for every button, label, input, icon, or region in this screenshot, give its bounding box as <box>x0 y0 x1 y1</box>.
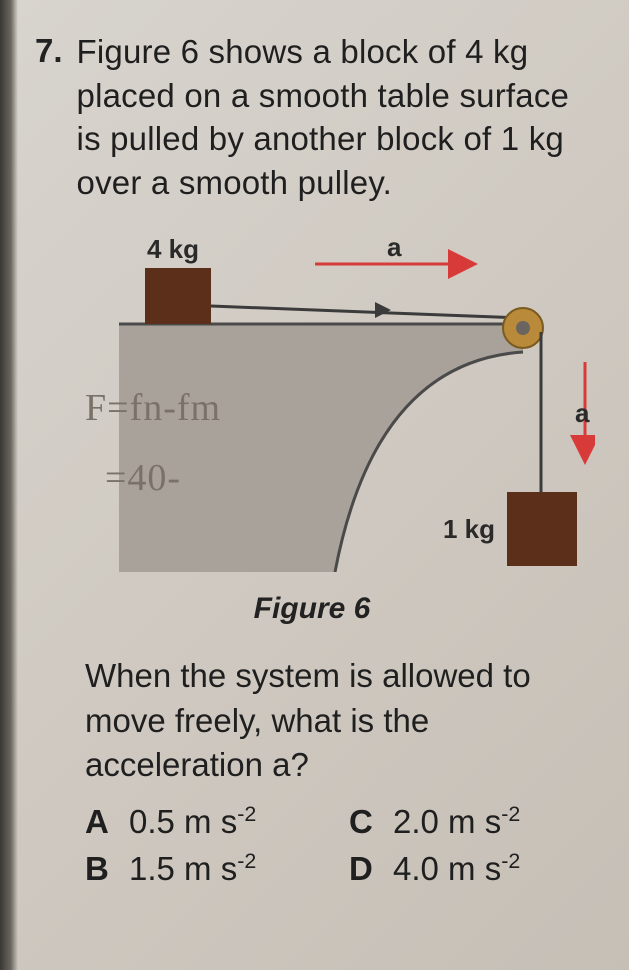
block-hanging <box>507 492 577 566</box>
arrow-top-label: a <box>387 232 402 262</box>
block-top-label: 4 kg <box>147 234 199 264</box>
figure-caption: Figure 6 <box>35 592 589 626</box>
question-number: 7. <box>35 30 63 204</box>
choice-letter: C <box>349 803 375 841</box>
question-block: 7. Figure 6 shows a block of 4 kg placed… <box>35 30 589 204</box>
question-text: Figure 6 shows a block of 4 kg placed on… <box>77 30 589 204</box>
choice-D[interactable]: D 4.0 m s-2 <box>349 849 589 888</box>
string-arrowhead <box>375 302 391 318</box>
choice-value: 0.5 m s-2 <box>129 802 256 841</box>
block-hanging-label: 1 kg <box>443 514 495 544</box>
choice-letter: B <box>85 850 111 888</box>
choice-B[interactable]: B 1.5 m s-2 <box>85 849 325 888</box>
pulley-hub <box>516 321 530 335</box>
figure-diagram: 4 kg 1 kg a a F=fn-fm =40- <box>75 232 595 572</box>
arrow-side-label: a <box>575 398 590 428</box>
block-top <box>145 268 211 324</box>
page-binding-shadow <box>0 0 18 970</box>
choice-value: 4.0 m s-2 <box>393 849 520 888</box>
choice-value: 2.0 m s-2 <box>393 802 520 841</box>
choice-A[interactable]: A 0.5 m s-2 <box>85 802 325 841</box>
question-followup: When the system is allowed to move freel… <box>85 654 589 788</box>
choices-grid: A 0.5 m s-2 C 2.0 m s-2 B 1.5 m s-2 D 4.… <box>85 802 589 888</box>
handwriting-line2: =40- <box>105 452 181 505</box>
question-followup-text: When the system is allowed to move freel… <box>85 657 531 783</box>
handwriting-line1: F=fn-fm <box>85 382 221 435</box>
choice-value: 1.5 m s-2 <box>129 849 256 888</box>
string-horizontal <box>211 306 521 318</box>
choice-C[interactable]: C 2.0 m s-2 <box>349 802 589 841</box>
choice-letter: D <box>349 850 375 888</box>
choice-letter: A <box>85 803 111 841</box>
